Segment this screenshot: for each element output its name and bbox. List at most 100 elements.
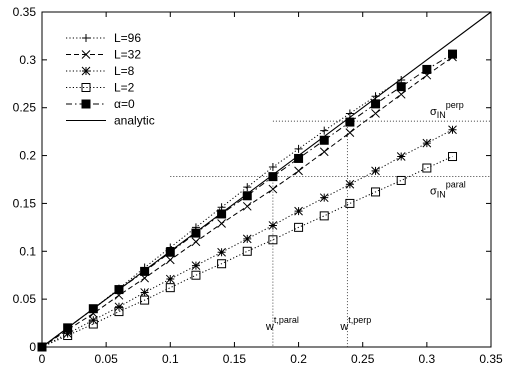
point-l96: [320, 126, 329, 135]
point-l8: [371, 166, 380, 176]
point-l2: [88, 319, 98, 329]
y-tick-label: 0.3: [19, 53, 36, 67]
legend-marker-l2: [81, 83, 91, 92]
series-line-analytic: [41, 11, 492, 348]
point-l8: [217, 247, 226, 257]
point-l8: [319, 193, 329, 203]
point-l8: [191, 261, 201, 270]
series-line-l2: [41, 156, 453, 348]
point-l8: [448, 125, 457, 135]
point-l8: [140, 288, 149, 297]
x-tick-label: 0.05: [94, 352, 118, 366]
point-l2: [448, 152, 458, 162]
series-markers: [37, 49, 458, 352]
point-l2: [422, 163, 432, 173]
axes: 0 0.05 0.1 0.15 0.2 0.25 0.3 0.35 0 0.05 0.1 0.15 0.…: [13, 5, 503, 366]
y-tick-label: 0.15: [13, 196, 37, 210]
x-tick-label: 0.2: [290, 352, 307, 366]
series-line-0: [41, 53, 453, 348]
y-tick-label: 0.25: [13, 101, 37, 115]
point-0: [242, 191, 252, 201]
point-0: [140, 266, 150, 276]
point-0: [371, 99, 381, 109]
point-l2: [319, 211, 329, 221]
legend-label-0: α=0: [114, 97, 135, 111]
y-tick-label: 0.35: [13, 5, 37, 19]
point-0: [114, 285, 124, 295]
annotations: σINperp σINparal wt,paral wt,perp: [170, 100, 491, 347]
point-0: [319, 135, 329, 145]
legend-marker-0: [81, 99, 91, 109]
point-l2: [242, 246, 252, 256]
point-l8: [396, 152, 406, 161]
point-l96: [345, 109, 354, 118]
legend-marker-l96: [82, 34, 90, 42]
legend-marker-l32: [81, 50, 91, 59]
point-l32: [345, 128, 355, 137]
point-0: [448, 49, 458, 59]
point-l32: [396, 89, 406, 99]
label-sigma-perp: σINperp: [430, 100, 464, 120]
point-l8: [294, 206, 303, 216]
legend-marker-l8: [81, 66, 91, 76]
y-tick-label: 0.05: [13, 292, 37, 306]
x-tick-label: 0.1: [162, 352, 179, 366]
plot-frame: [41, 11, 492, 348]
point-l2: [217, 259, 227, 269]
x-tick-label: 0.3: [419, 352, 436, 366]
x-tick-label: 0: [39, 352, 46, 366]
y-tick-label: 0.2: [19, 149, 36, 163]
legend-label-l2: L=2: [114, 81, 135, 95]
legend-label-l8: L=8: [114, 64, 135, 78]
point-l2: [396, 175, 406, 185]
point-l2: [294, 222, 304, 232]
point-l32: [191, 237, 201, 247]
point-l8: [165, 274, 175, 284]
label-w-perp: wt,perp: [339, 315, 371, 333]
point-0: [217, 209, 227, 219]
point-l2: [165, 283, 175, 293]
point-l96: [243, 183, 252, 192]
point-l32: [165, 255, 175, 265]
y-tick-label: 0: [29, 340, 36, 354]
point-l96: [268, 163, 277, 172]
point-l96: [371, 92, 380, 101]
point-l32: [294, 166, 303, 176]
point-l8: [242, 234, 252, 244]
point-0: [345, 117, 355, 127]
point-l8: [114, 302, 124, 312]
point-0: [165, 247, 175, 257]
x-tick-label: 0.35: [479, 352, 503, 366]
legend-label-l96: L=96: [114, 31, 141, 45]
point-0: [88, 304, 98, 314]
point-0: [422, 64, 432, 74]
point-l8: [345, 179, 355, 189]
point-0: [396, 82, 406, 92]
point-0: [63, 323, 73, 333]
legend: L=96 L=32 L=8 L=2 α=0 analytic: [66, 31, 155, 128]
point-l2: [268, 235, 278, 245]
point-0: [191, 228, 201, 238]
series-line-l32: [41, 56, 453, 348]
point-l32: [217, 219, 226, 228]
point-l32: [319, 147, 329, 157]
label-w-paral: wt,paral: [265, 315, 299, 333]
legend-label-analytic: analytic: [114, 114, 155, 128]
label-sigma-paral: σINparal: [430, 180, 466, 200]
point-l96: [294, 144, 303, 153]
y-tick-label: 0.1: [19, 244, 36, 258]
point-l2: [371, 187, 381, 197]
x-tick-label: 0.15: [223, 352, 247, 366]
point-l8: [63, 329, 73, 338]
x-tick-label: 0.25: [351, 352, 375, 366]
series-lines: [41, 11, 492, 348]
point-l2: [140, 295, 150, 305]
point-l2: [191, 270, 201, 280]
point-l32: [371, 109, 380, 118]
point-l32: [242, 201, 252, 211]
point-0: [294, 153, 304, 163]
point-l2: [345, 198, 355, 208]
point-l2: [114, 307, 124, 317]
point-l8: [422, 138, 432, 148]
